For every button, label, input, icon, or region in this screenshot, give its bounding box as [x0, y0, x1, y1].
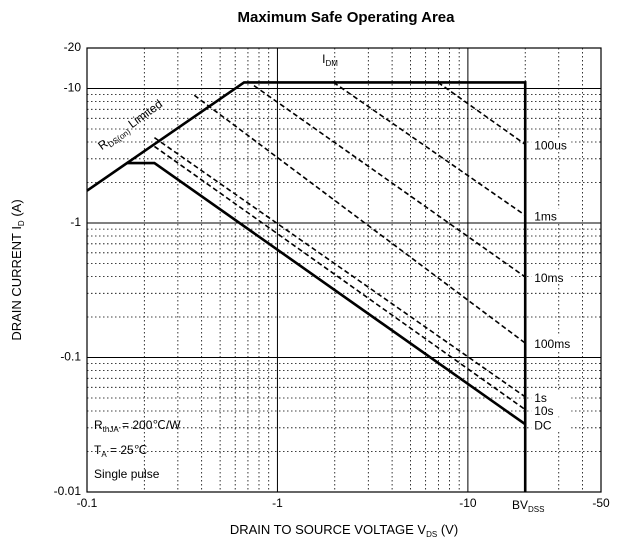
- annotation: IDM: [322, 52, 338, 68]
- y-tick-label: -20: [64, 40, 82, 54]
- x-tick-label: -10: [459, 496, 477, 510]
- text-part: R: [94, 418, 103, 432]
- label-bg: [531, 389, 572, 404]
- text-part: (A): [9, 199, 24, 220]
- annotation: Single pulse: [94, 467, 160, 481]
- series-line: [253, 84, 526, 278]
- series-label: 100us: [534, 139, 567, 153]
- series-label: DC: [534, 418, 552, 432]
- x-tick-label: -0.1: [77, 496, 98, 510]
- series-label: 1s: [534, 391, 547, 405]
- text-part: Limited: [123, 97, 165, 133]
- series-line: [193, 94, 526, 344]
- series-label: 10s: [534, 404, 553, 418]
- label-bg: [531, 137, 572, 152]
- label-bg: [531, 336, 572, 351]
- series-line: [86, 81, 527, 492]
- text-part: (V): [437, 522, 458, 537]
- plot-frame: [86, 47, 602, 493]
- series-line: [153, 145, 526, 411]
- y-tick-label: -0.1: [60, 350, 81, 364]
- label-bg: [531, 417, 572, 432]
- label-bg: [531, 269, 572, 284]
- annotation: TA = 25℃: [94, 443, 147, 459]
- series-line: [153, 136, 526, 398]
- text-part: D: [17, 220, 26, 226]
- label-bg: [531, 208, 572, 223]
- text-part: DRAIN TO SOURCE VOLTAGE V: [230, 522, 427, 537]
- series-line: [333, 81, 526, 216]
- text-part: DM: [325, 59, 338, 68]
- y-tick-label: -10: [64, 81, 82, 95]
- text-part: = 25℃: [107, 443, 148, 457]
- series-label: 100ms: [534, 337, 570, 351]
- annotation: RthJA = 200℃/W: [94, 418, 181, 434]
- text-part: DSS: [528, 505, 544, 514]
- annotation: RDS(on) Limited: [95, 97, 166, 155]
- series-line: [126, 161, 526, 426]
- text-part: BV: [512, 498, 528, 512]
- series-label: 1ms: [534, 210, 557, 224]
- y-tick-label: -1: [70, 215, 81, 229]
- text-part: T: [94, 443, 102, 457]
- y-axis-label: DRAIN CURRENT ID (A): [9, 199, 26, 340]
- text-part: thJA: [103, 425, 120, 434]
- annotation: BVDSS: [512, 498, 544, 514]
- chart-title: Maximum Safe Operating Area: [237, 9, 455, 26]
- text-part: DS: [426, 530, 437, 539]
- x-axis-label: DRAIN TO SOURCE VOLTAGE VDS (V): [230, 522, 458, 539]
- text-part: A: [101, 450, 107, 459]
- text-part: = 200℃/W: [119, 418, 182, 432]
- y-tick-label: -0.01: [54, 484, 82, 498]
- x-tick-label: -50: [592, 496, 610, 510]
- text-part: DRAIN CURRENT I: [9, 226, 24, 341]
- series-line: [437, 81, 526, 146]
- text-part: Single pulse: [94, 467, 160, 481]
- label-bg: [531, 402, 572, 417]
- x-tick-label: -1: [272, 496, 283, 510]
- text-part: I: [322, 52, 325, 66]
- series-label: 10ms: [534, 271, 563, 285]
